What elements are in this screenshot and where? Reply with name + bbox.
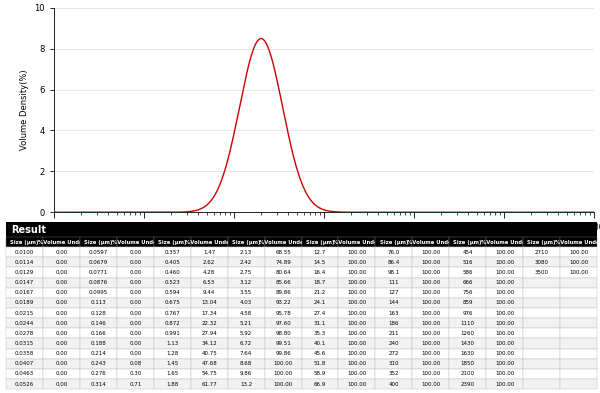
Text: Result: Result <box>11 224 46 235</box>
X-axis label: Size Classes(µm): Size Classes(µm) <box>286 237 362 246</box>
Y-axis label: Volume Density(%): Volume Density(%) <box>20 70 29 151</box>
